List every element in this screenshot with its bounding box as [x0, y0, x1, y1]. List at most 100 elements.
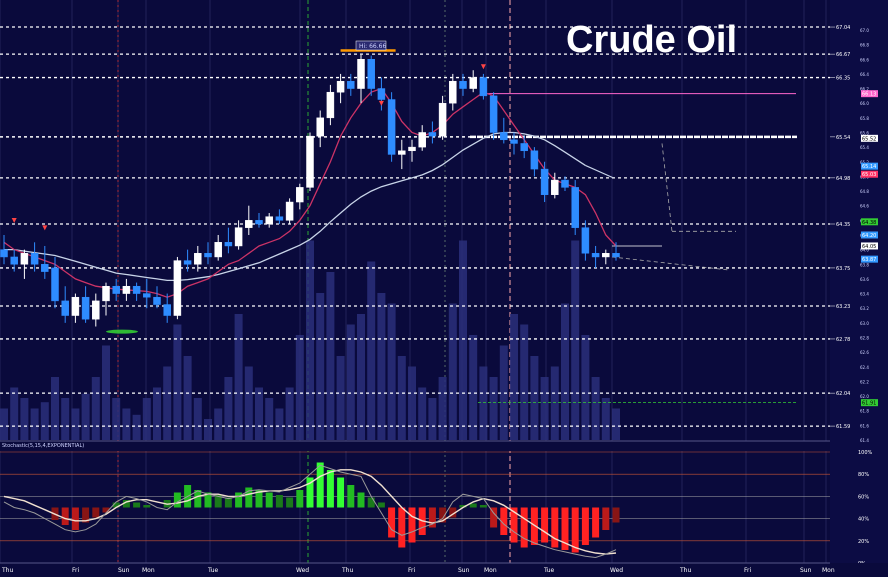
- candle-body: [316, 117, 324, 137]
- price-tick-label: 65.54: [836, 135, 850, 141]
- candle-body: [51, 267, 59, 302]
- histogram-bar: [479, 505, 487, 508]
- price-minor-label: 63.0: [860, 321, 869, 326]
- indicator-tick-label: 20%: [858, 539, 869, 545]
- price-marker-label: 65.52: [862, 136, 876, 142]
- volume-bar: [479, 366, 488, 440]
- candle-body: [520, 143, 528, 152]
- candle-body: [530, 150, 539, 170]
- candle-body: [255, 220, 263, 225]
- volume-bar: [153, 387, 161, 440]
- candle-body: [347, 80, 355, 89]
- candle-body: [500, 132, 508, 141]
- candle-body: [245, 220, 253, 228]
- candle-body: [398, 150, 406, 155]
- histogram-bar: [541, 507, 549, 543]
- price-minor-label: 65.8: [860, 116, 869, 121]
- volume-bar: [295, 335, 304, 440]
- price-minor-label: 64.0: [860, 248, 869, 253]
- volume-bar: [275, 408, 284, 440]
- histogram-bar: [71, 507, 79, 530]
- indicator-label: Stochastic(5,15,4,EXPONENTIAL): [2, 443, 84, 449]
- signal-arrow: [42, 225, 48, 231]
- price-tick-label: 62.04: [836, 391, 850, 397]
- candle-body: [10, 256, 18, 265]
- x-axis-label: Tue: [543, 567, 555, 574]
- volume-bar: [397, 356, 406, 440]
- histogram-bar: [490, 507, 498, 528]
- histogram-bar: [61, 507, 69, 525]
- histogram-bar: [469, 503, 477, 508]
- price-marker-box: [861, 255, 878, 263]
- price-tick-label: 63.75: [836, 266, 850, 272]
- histogram-bar: [337, 477, 345, 508]
- projection-line: [611, 256, 731, 271]
- histogram-bar: [316, 462, 324, 508]
- volume-bar: [408, 366, 416, 440]
- price-minor-label: 65.2: [860, 160, 869, 165]
- candle-body: [387, 99, 396, 155]
- histogram-bar: [428, 507, 436, 528]
- x-axis-label: Fri: [72, 567, 79, 574]
- volume-bar: [30, 408, 39, 440]
- histogram-bar: [214, 495, 222, 508]
- chart-title: Crude Oil: [566, 19, 737, 61]
- indicator-tick-label: 40%: [858, 517, 869, 523]
- price-tick-label: 62.78: [836, 337, 850, 343]
- histogram-bar: [530, 507, 538, 545]
- volume-bar: [173, 324, 182, 440]
- histogram-bar: [102, 507, 110, 513]
- candle-body: [285, 201, 294, 221]
- volume-bar: [224, 377, 233, 440]
- volume-bar: [550, 366, 559, 440]
- histogram-bar: [235, 492, 243, 508]
- histogram-bar: [439, 507, 447, 523]
- candle-body: [469, 77, 477, 89]
- volume-bar: [102, 345, 110, 440]
- histogram-bar: [398, 507, 406, 548]
- price-marker-label: 66.13: [862, 92, 876, 98]
- price-minor-label: 66.6: [860, 57, 869, 62]
- volume-bar: [561, 303, 569, 440]
- stochastic-k-line: [3, 464, 617, 559]
- price-minor-label: 64.6: [860, 204, 869, 209]
- candle-body: [306, 135, 314, 188]
- histogram-bar: [551, 507, 559, 548]
- volume-bar: [193, 398, 202, 440]
- candle-body: [336, 80, 345, 93]
- histogram-bar: [326, 470, 334, 508]
- candle-body: [163, 304, 171, 316]
- volume-bar: [418, 387, 427, 440]
- histogram-bar: [449, 507, 457, 518]
- x-axis-label: Sun: [800, 567, 812, 574]
- price-tick-label: 64.35: [836, 222, 850, 228]
- histogram-bar: [255, 490, 263, 508]
- candle-body: [81, 296, 90, 320]
- price-minor-label: 62.0: [860, 394, 869, 399]
- candle-body: [591, 253, 600, 258]
- price-marker-label: 65.03: [862, 172, 876, 178]
- candle-body: [214, 242, 222, 258]
- candle-body: [459, 80, 467, 89]
- price-marker-label: 61.91: [862, 401, 876, 407]
- volume-bar: [316, 293, 325, 440]
- candle-body: [489, 95, 498, 133]
- volume-bar: [428, 398, 437, 440]
- price-minor-label: 62.2: [860, 379, 869, 384]
- price-minor-label: 62.6: [860, 350, 869, 355]
- histogram-bar: [500, 507, 508, 535]
- histogram-bar: [408, 507, 416, 543]
- volume-bar: [51, 377, 59, 440]
- projection-line: [661, 143, 673, 232]
- candle-body: [479, 77, 488, 97]
- price-marker-box: [861, 170, 878, 178]
- histogram-bar: [357, 492, 365, 508]
- histogram-bar: [367, 497, 375, 508]
- volume-bar: [91, 377, 100, 440]
- price-minor-label: 63.8: [860, 262, 869, 267]
- candle-body: [561, 179, 569, 188]
- volume-bar: [326, 272, 335, 440]
- price-axis-panel: [830, 0, 888, 577]
- x-axis-label: Wed: [296, 567, 309, 574]
- price-minor-label: 66.2: [860, 87, 869, 92]
